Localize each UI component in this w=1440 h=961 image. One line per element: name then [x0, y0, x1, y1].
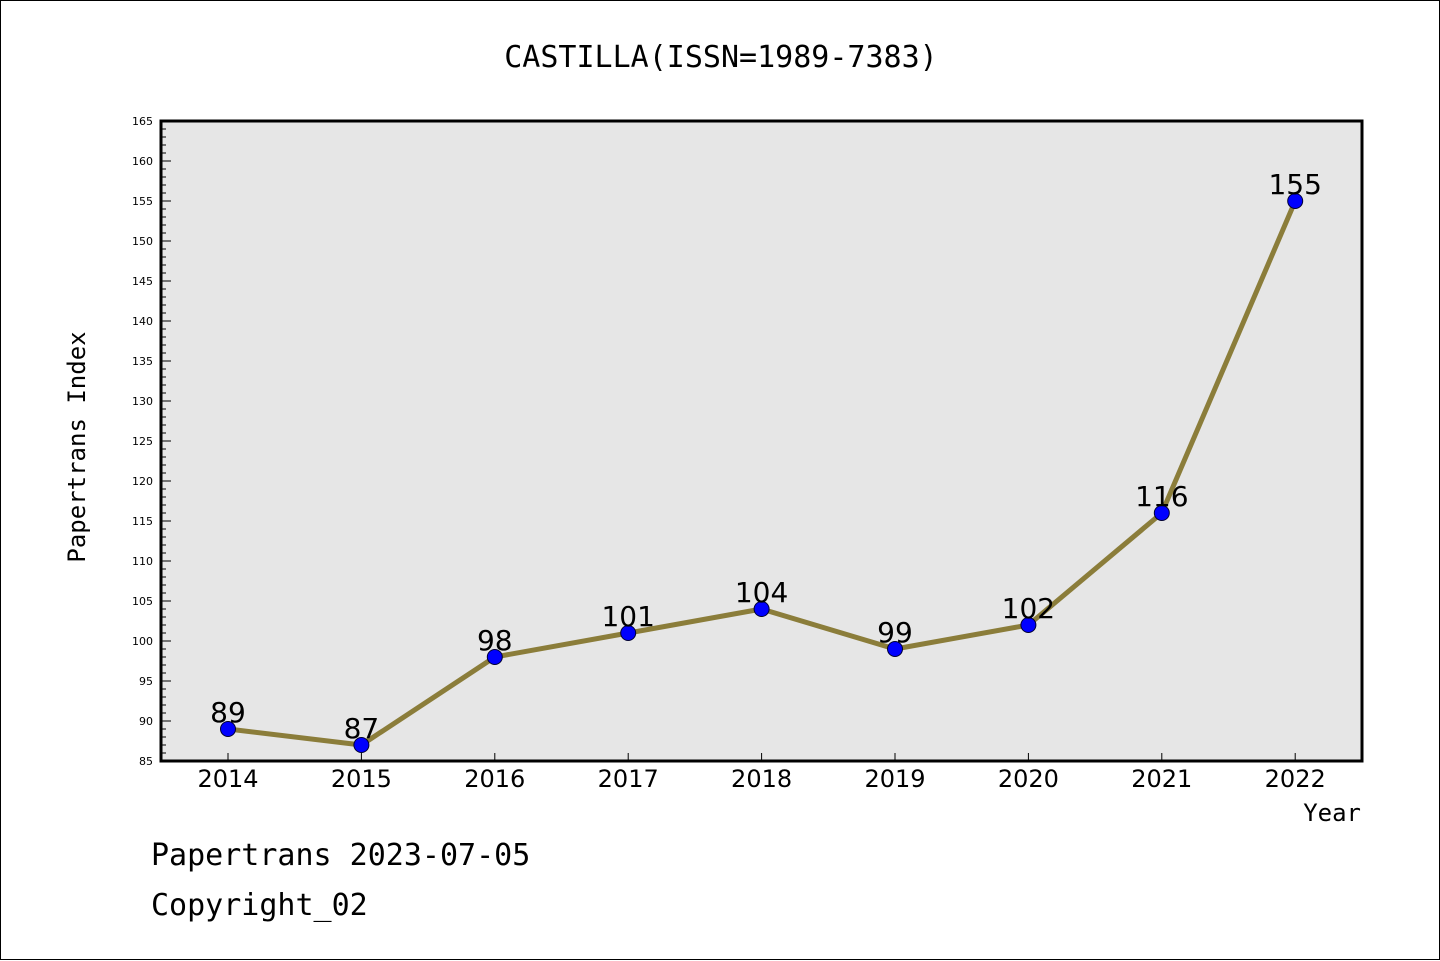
chart-title: CASTILLA(ISSN=1989-7383)	[504, 40, 937, 75]
data-point	[620, 625, 637, 641]
y-tick-label: 120	[132, 475, 153, 488]
data-label: 101	[601, 600, 654, 633]
y-tick-label: 130	[132, 395, 153, 408]
y-axis-label: Papertrans Index	[63, 331, 91, 562]
y-tick-label: 145	[132, 275, 153, 288]
plot-area	[161, 121, 1362, 761]
data-label: 89	[210, 696, 246, 729]
data-label: 104	[735, 576, 788, 609]
y-tick-label: 165	[132, 115, 153, 128]
y-tick-label: 115	[132, 515, 153, 528]
data-point	[887, 641, 903, 657]
x-axis-label: Year	[1303, 799, 1361, 827]
data-point	[753, 601, 770, 617]
data-label: 98	[477, 624, 513, 657]
data-label: 155	[1268, 168, 1321, 201]
x-tick-label: 2019	[864, 765, 925, 793]
x-tick-label: 2022	[1265, 765, 1326, 793]
y-tick-label: 140	[132, 315, 153, 328]
x-axis: 2014 2015 2016 2017 2018 2019 2020 2021 2022	[197, 753, 1326, 793]
y-tick-label: 155	[132, 195, 153, 208]
x-tick-label: 2021	[1131, 765, 1192, 793]
x-tick-label: 2014	[197, 765, 258, 793]
y-tick-label: 160	[132, 155, 153, 168]
y-tick-label: 85	[139, 755, 153, 768]
y-tick-label: 125	[132, 435, 153, 448]
x-tick-label: 2017	[598, 765, 659, 793]
data-point	[1020, 617, 1037, 633]
data-label: 116	[1135, 480, 1188, 513]
series-layer: 89 87 98 101 104 99 102 116 155	[210, 168, 1322, 753]
y-tick-label: 105	[132, 595, 153, 608]
y-tick-label: 150	[132, 235, 153, 248]
x-tick-label: 2015	[331, 765, 392, 793]
x-tick-label: 2018	[731, 765, 792, 793]
data-point	[353, 737, 370, 753]
x-tick-label: 2016	[464, 765, 525, 793]
y-tick-label: 90	[139, 715, 153, 728]
data-label: 87	[344, 712, 380, 745]
y-tick-label: 95	[139, 675, 153, 688]
footer-date: Papertrans 2023-07-05	[151, 838, 530, 873]
data-point	[1153, 505, 1170, 521]
data-point	[486, 649, 503, 665]
x-tick-label: 2020	[998, 765, 1059, 793]
data-point	[1287, 193, 1304, 209]
plot-border	[159, 119, 1364, 763]
data-label: 102	[1002, 592, 1055, 625]
y-tick-label: 110	[132, 555, 153, 568]
data-point	[220, 721, 236, 737]
y-tick-label: 100	[132, 635, 153, 648]
data-label: 99	[877, 616, 913, 649]
y-tick-label: 135	[132, 355, 153, 368]
footer-copyright: Copyright_02	[151, 888, 368, 923]
